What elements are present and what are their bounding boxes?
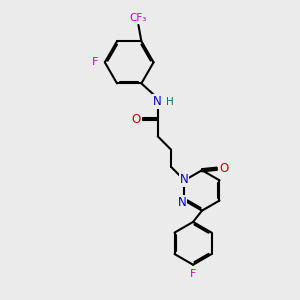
Text: O: O <box>220 162 229 175</box>
Text: F: F <box>92 57 98 67</box>
Text: N: N <box>153 95 162 108</box>
Text: N: N <box>179 173 188 186</box>
Text: N: N <box>178 196 187 209</box>
Text: O: O <box>132 112 141 126</box>
Text: F: F <box>190 268 196 279</box>
Text: CF₃: CF₃ <box>130 13 147 23</box>
Text: H: H <box>166 97 174 107</box>
